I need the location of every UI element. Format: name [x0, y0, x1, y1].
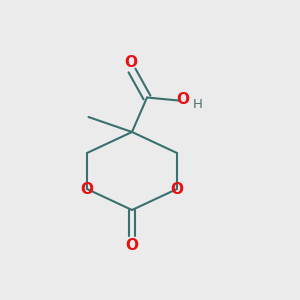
Text: H: H [193, 98, 203, 112]
Text: O: O [80, 182, 94, 196]
Text: O: O [170, 182, 184, 196]
Text: O: O [125, 238, 139, 253]
Text: O: O [124, 55, 137, 70]
Text: O: O [176, 92, 190, 106]
